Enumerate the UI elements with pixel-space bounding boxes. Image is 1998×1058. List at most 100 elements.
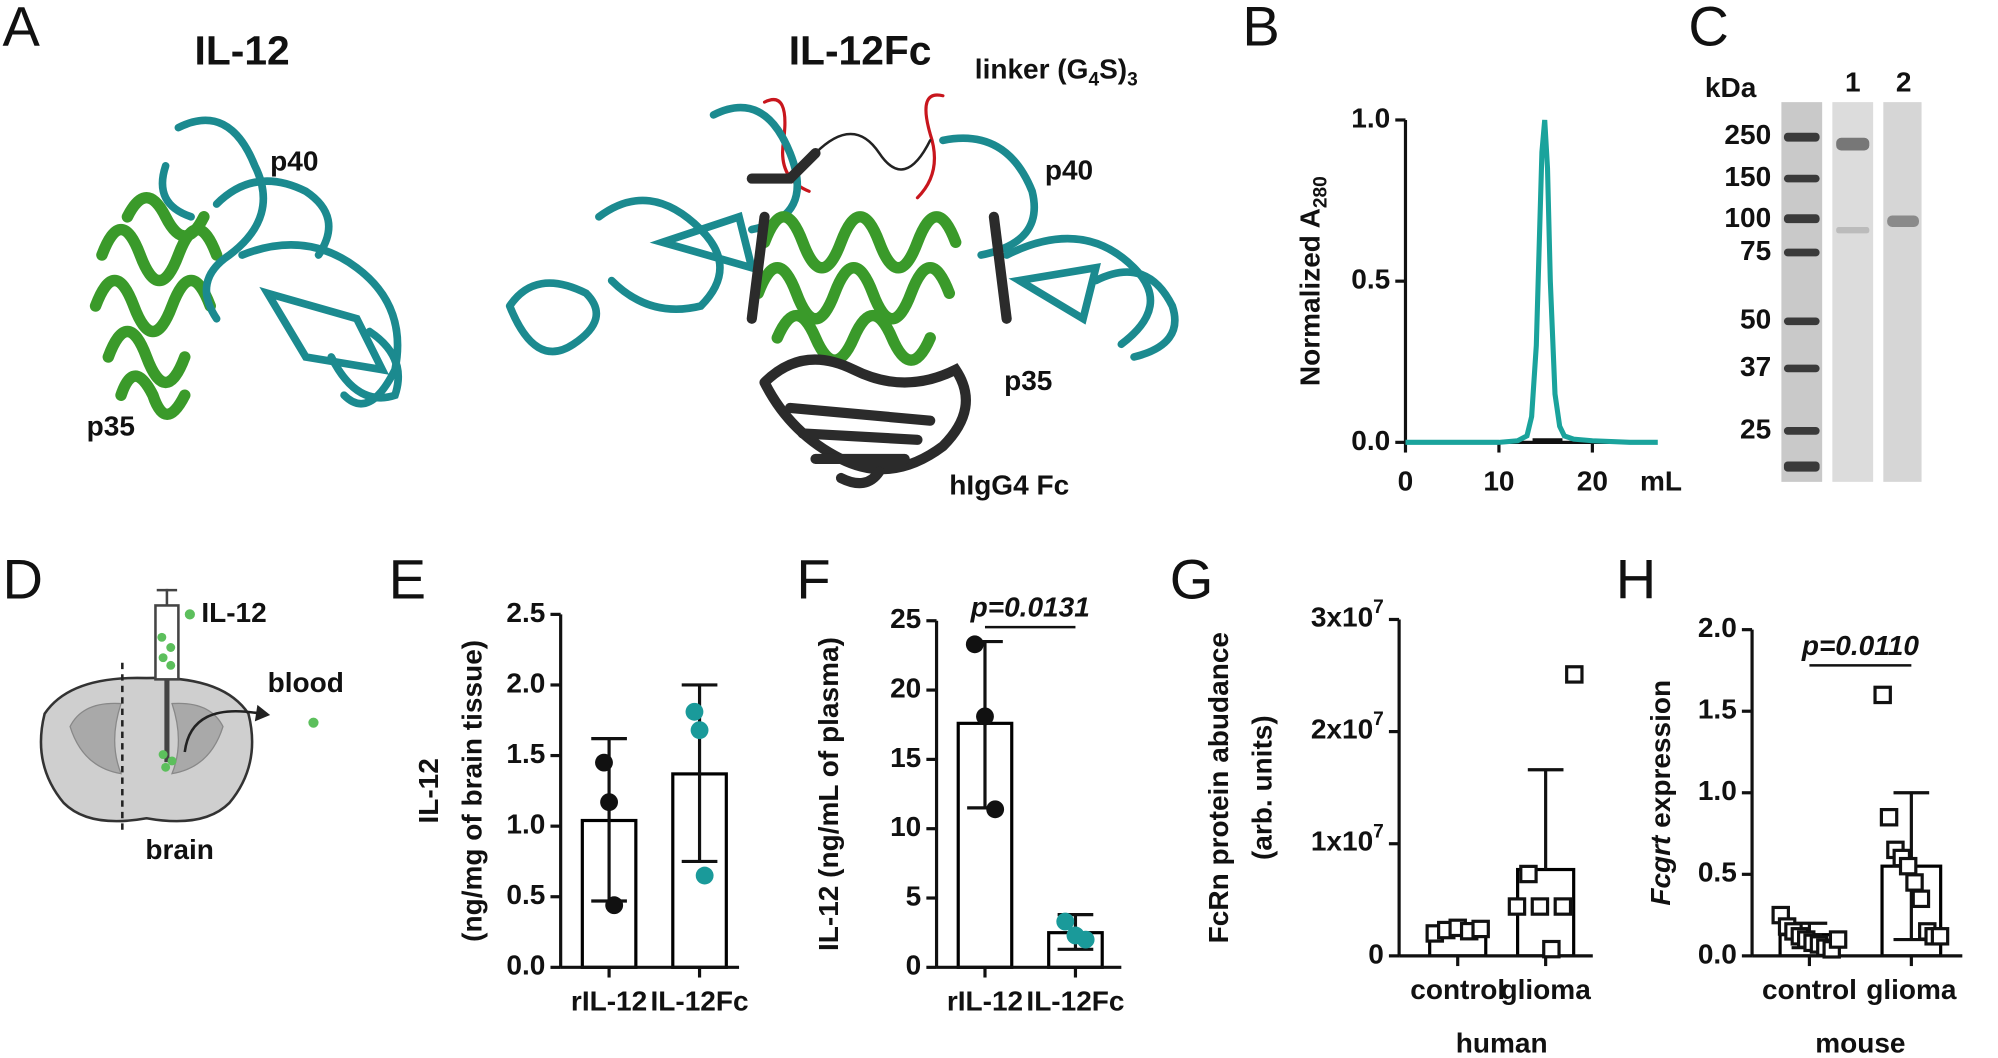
data-point	[1898, 856, 1918, 876]
marker-label: 25	[1740, 413, 1771, 444]
y-tick-label: 3x107	[1311, 597, 1384, 633]
y-tick-label: 0.0	[1698, 938, 1737, 969]
lane-label: 1	[1845, 67, 1861, 98]
data-point	[595, 753, 613, 772]
data-point	[695, 866, 714, 885]
y-tick-label: 1.0	[1698, 775, 1737, 806]
y-tick-label: 1.0	[1351, 102, 1390, 133]
schematic-label: IL-12	[201, 597, 266, 628]
structure-label: p35	[1004, 365, 1052, 396]
y-tick-label: 20	[890, 672, 921, 703]
text-part: 7	[1373, 597, 1384, 618]
gel-unit: kDa	[1705, 72, 1757, 103]
structure-label: p40	[270, 146, 318, 177]
error-bar	[1527, 768, 1564, 870]
y-tick-label: 10	[890, 811, 921, 842]
x-tick-label: control	[1410, 974, 1505, 1005]
text-part: 3	[1127, 70, 1138, 91]
data-point	[1828, 930, 1848, 949]
x-tick-label: rIL-12	[947, 985, 1023, 1016]
group-label: human	[1456, 1027, 1548, 1058]
data-point	[605, 896, 624, 915]
y-tick-label: 1.5	[1698, 694, 1737, 725]
marker-label: 250	[1724, 119, 1771, 150]
y-tick-label: 0.5	[1351, 264, 1390, 295]
x-tick-label: control	[1762, 974, 1857, 1005]
structure-label: linker (G4S)3	[975, 54, 1138, 91]
structure-label: p35	[87, 411, 135, 442]
x-tick-label: 0	[1398, 466, 1414, 497]
x-tick-label: glioma	[1500, 974, 1591, 1005]
data-point	[965, 635, 984, 654]
x-tick-label: 10	[1483, 466, 1514, 497]
marker-label: 37	[1740, 351, 1771, 382]
x-tick-label: rIL-12	[571, 985, 647, 1016]
y-axis-label: (ng/mg of brain tissue)	[456, 640, 487, 942]
y-tick-label: 0.0	[506, 950, 545, 981]
structure-il12	[89, 116, 402, 420]
text-part: 2x10	[1311, 714, 1373, 745]
panel-letter: H	[1616, 548, 1656, 611]
brain-schematic	[39, 588, 319, 835]
data-point	[1565, 665, 1584, 684]
panel-letter: G	[1170, 548, 1214, 611]
data-point	[1879, 807, 1899, 827]
y-axis-label: FcRn protein abudance	[1203, 632, 1234, 943]
data-point	[1930, 927, 1950, 946]
y-tick-label: 2x107	[1311, 709, 1384, 745]
schematic-label: blood	[268, 667, 344, 698]
panel-letter: A	[3, 0, 41, 58]
y-tick-label: 25	[890, 603, 921, 634]
data-point	[1471, 919, 1490, 939]
y-tick-label: 1.5	[506, 738, 545, 769]
p-value: p=0.0131	[970, 592, 1090, 623]
data-point	[1911, 889, 1931, 909]
text-part: 7	[1373, 821, 1384, 842]
structure-title: IL-12	[195, 27, 290, 73]
lane-label: 2	[1896, 67, 1912, 98]
data-point	[690, 721, 709, 740]
x-tick-label: glioma	[1866, 974, 1957, 1005]
structure-label: p40	[1045, 155, 1093, 186]
data-point	[1553, 897, 1573, 916]
data-point	[1507, 897, 1527, 916]
y-tick-label: 2.5	[506, 597, 545, 628]
y-axis-label: Fcgrt expression	[1645, 680, 1676, 906]
p-value: p=0.0110	[1801, 630, 1920, 661]
data-point	[986, 800, 1005, 819]
data-point	[1519, 864, 1538, 884]
data-point	[1530, 897, 1550, 916]
x-tick-label: IL-12Fc	[1026, 985, 1124, 1016]
y-axis-label: (arb. units)	[1246, 715, 1277, 860]
text-part: S)	[1099, 54, 1127, 85]
marker-label: 100	[1724, 202, 1771, 233]
x-tick-label: 20	[1577, 466, 1608, 497]
text-part: 4	[1088, 70, 1099, 91]
y-tick-label: 0	[906, 950, 922, 981]
panel-letter: B	[1242, 0, 1279, 58]
text-part: Fcgrt	[1645, 834, 1676, 906]
y-tick-label: 1.0	[506, 809, 545, 840]
line	[1405, 119, 1658, 445]
y-tick-label: 0.5	[506, 879, 545, 910]
y-tick-label: 2.0	[1698, 612, 1737, 643]
schematic-label: brain	[145, 834, 214, 865]
data-point	[1056, 912, 1075, 931]
data-point	[1873, 685, 1892, 705]
text-part: expression	[1645, 680, 1676, 836]
data-point	[600, 793, 619, 812]
x-tick-label: IL-12Fc	[651, 985, 749, 1016]
y-tick-label: 2.0	[506, 667, 545, 698]
text-part: Normalized A	[1295, 208, 1326, 386]
y-tick-label: 0.5	[1698, 857, 1737, 888]
y-axis-label: IL-12 (ng/mL of plasma)	[813, 637, 844, 951]
y-tick-label: 1x107	[1311, 821, 1384, 857]
data-point	[1542, 939, 1561, 959]
panel-letter: E	[389, 548, 426, 611]
marker-label: 150	[1724, 161, 1771, 192]
marker-label: 50	[1740, 304, 1771, 335]
structure-il12fc	[505, 93, 1179, 489]
text-part: 7	[1373, 709, 1384, 730]
text-part: 280	[1310, 176, 1331, 208]
gel-image	[1781, 102, 1922, 482]
